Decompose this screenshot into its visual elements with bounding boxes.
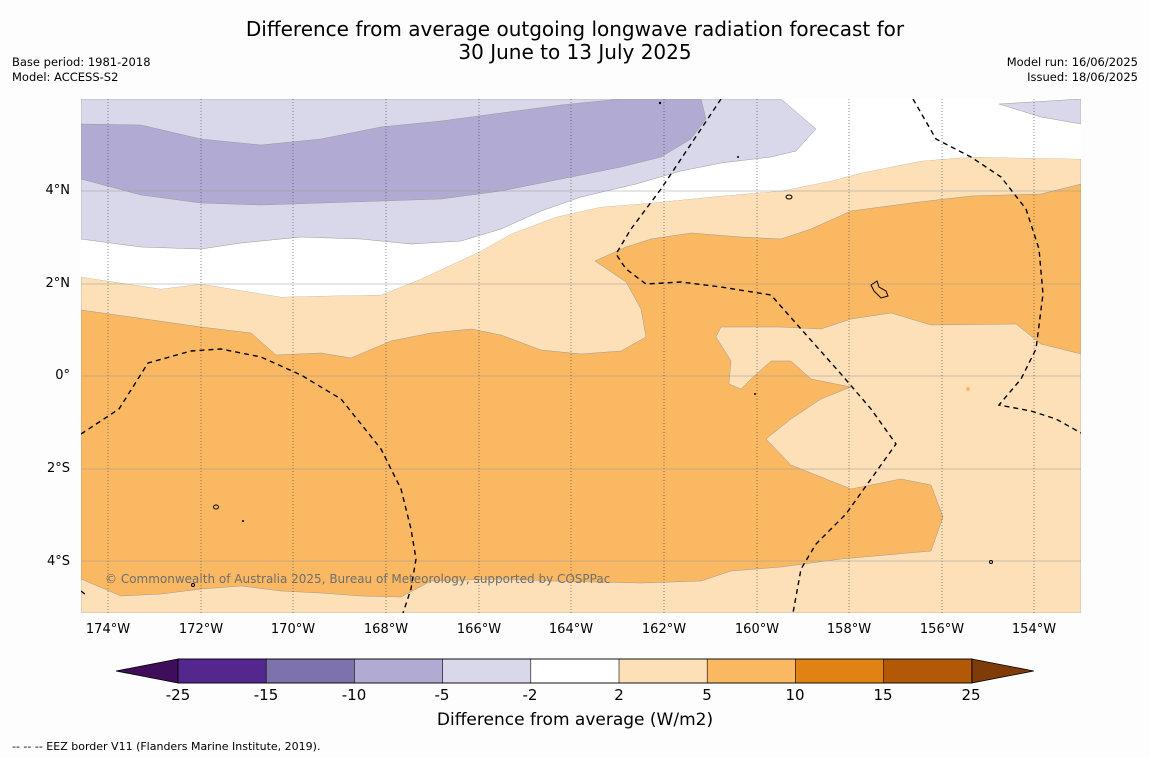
lon-label-160w: 160°W (734, 622, 780, 637)
lon-label-156w: 156°W (919, 622, 965, 637)
copyright-text: © Commonwealth of Australia 2025, Bureau… (105, 572, 611, 586)
lat-label-0: 0° (55, 368, 70, 383)
island-outlines (191, 194, 993, 587)
colorbar-segment (177, 658, 267, 684)
colorbar-segment (618, 658, 708, 684)
lat-label-4n: 4°N (45, 183, 71, 198)
colorbar-arrow-low (115, 658, 179, 684)
lon-label-174w: 174°W (85, 622, 131, 637)
model-run-text: Model run: 16/06/2025 (1006, 55, 1138, 69)
anomaly-speck (966, 387, 970, 391)
colorbar-segment (706, 658, 797, 684)
eez-footnote: -- -- -- EEZ border V11 (Flanders Marine… (12, 740, 321, 753)
title-line-1: Difference from average outgoing longwav… (245, 17, 905, 41)
eez-borders (81, 99, 1081, 613)
metadata-left: Base period: 1981-2018 Model: ACCESS-S2 (12, 55, 151, 85)
colorbar (115, 658, 1034, 684)
colorbar-tick-label: 25 (961, 686, 981, 704)
lat-label-4s: 4°S (46, 554, 70, 569)
lon-label-154w: 154°W (1011, 622, 1057, 637)
colorbar-segment (530, 658, 620, 684)
colorbar-tick-label: 15 (873, 686, 893, 704)
lat-label-2s: 2°S (46, 461, 70, 476)
map-svg (81, 99, 1081, 613)
light-purple-region-ne (998, 99, 1081, 125)
lon-label-166w: 166°W (456, 622, 502, 637)
base-period-text: Base period: 1981-2018 (12, 55, 151, 69)
colorbar-tick-label: -25 (165, 686, 191, 704)
colorbar-tick-label: 2 (614, 686, 624, 704)
colorbar-tick-label: 5 (702, 686, 712, 704)
colorbar-segment (883, 658, 973, 684)
colorbar-tick-label: -5 (434, 686, 450, 704)
lat-label-2n: 2°N (45, 276, 71, 291)
latitude-gridlines (81, 190, 1081, 562)
chart-title: Difference from average outgoing longwav… (0, 18, 1150, 64)
orange-region (81, 183, 1081, 598)
colorbar-tick-label: -10 (341, 686, 367, 704)
colorbar-segment (442, 658, 532, 684)
metadata-right: Model run: 16/06/2025 Issued: 18/06/2025 (1007, 55, 1138, 85)
lon-label-168w: 168°W (363, 622, 409, 637)
issued-text: Issued: 18/06/2025 (1027, 70, 1138, 84)
island-dots (242, 101, 756, 522)
lon-label-164w: 164°W (548, 622, 594, 637)
model-text: Model: ACCESS-S2 (12, 70, 119, 84)
olr-anomaly-map (81, 99, 1081, 613)
lon-label-162w: 162°W (641, 622, 687, 637)
colorbar-segment (354, 658, 444, 684)
colorbar-segment (795, 658, 885, 684)
colorbar-arrow-high (971, 658, 1034, 684)
colorbar-segment (265, 658, 356, 684)
colorbar-tick-label: -2 (522, 686, 538, 704)
colorbar-title: Difference from average (W/m2) (436, 710, 714, 730)
white-region (81, 109, 1081, 297)
colorbar-tick-label: -15 (253, 686, 279, 704)
lon-label-172w: 172°W (178, 622, 224, 637)
purple-region (81, 99, 707, 206)
lon-label-158w: 158°W (826, 622, 872, 637)
lon-label-170w: 170°W (270, 622, 316, 637)
colorbar-tick-label: 10 (785, 686, 805, 704)
title-line-2: 30 June to 13 July 2025 (458, 40, 692, 64)
